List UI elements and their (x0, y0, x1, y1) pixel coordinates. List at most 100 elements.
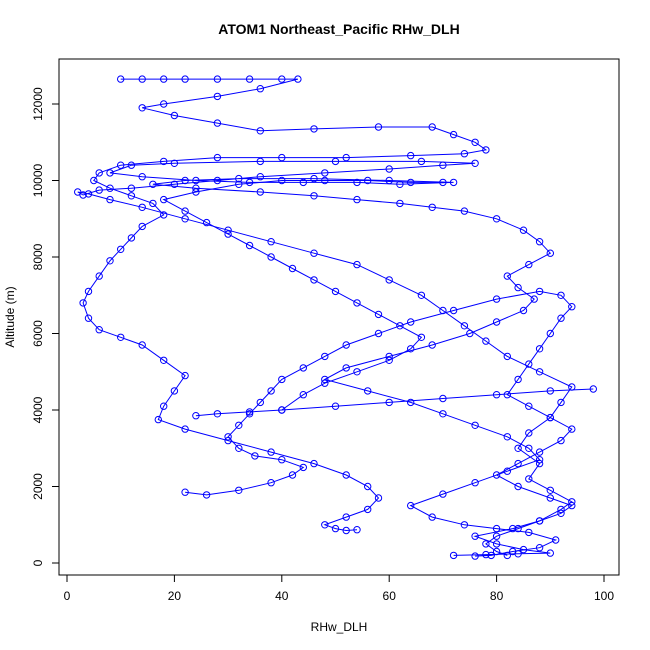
y-tick-label: 0 (31, 559, 45, 566)
data-point (127, 234, 136, 242)
data-point (84, 287, 93, 296)
data-point (342, 471, 350, 479)
data-point (514, 444, 522, 452)
data-point (385, 352, 393, 361)
data-point (294, 75, 302, 83)
data-point (117, 245, 125, 254)
data-point (310, 192, 318, 200)
data-point (321, 375, 329, 384)
data-point (138, 203, 146, 212)
data-point (417, 291, 426, 299)
data-point (353, 195, 361, 204)
data-point (353, 260, 361, 269)
data-point (385, 176, 393, 185)
data-point (530, 295, 538, 303)
data-point (170, 180, 179, 189)
data-point (407, 151, 415, 160)
data-point (439, 394, 447, 403)
data-point (503, 352, 511, 361)
data-point (170, 387, 179, 395)
data-point (557, 505, 565, 514)
x-tick-label: 20 (168, 589, 182, 603)
x-tick-label: 60 (383, 589, 397, 603)
data-point (396, 199, 404, 208)
data-point (235, 421, 243, 429)
data-point (466, 329, 474, 338)
data-point (138, 104, 146, 112)
data-point (525, 475, 533, 483)
data-point (385, 165, 393, 173)
data-point (460, 322, 469, 330)
data-point (385, 276, 393, 284)
data-point (213, 119, 222, 127)
data-point (299, 178, 307, 187)
data-point (138, 222, 146, 231)
data-point (160, 100, 168, 108)
data-point (492, 295, 501, 303)
data-point (482, 337, 490, 345)
data-point (546, 249, 554, 257)
data-point (407, 398, 415, 407)
data-point (535, 345, 544, 353)
data-point (213, 410, 222, 418)
data-point (127, 161, 136, 169)
data-point (492, 540, 501, 548)
data-point (460, 150, 469, 158)
x-axis: 0 20 40 60 80 100 (64, 574, 614, 603)
data-point (482, 146, 490, 154)
data-point (181, 488, 189, 496)
y-axis-label: Altitude (m) (3, 286, 17, 347)
data-point (449, 130, 458, 139)
data-point (546, 329, 554, 338)
data-point (514, 482, 522, 491)
data-point (342, 341, 350, 349)
data-point (568, 303, 576, 311)
data-point (492, 215, 501, 223)
data-point (267, 387, 275, 395)
series-line (185, 290, 573, 556)
data-point (95, 186, 103, 194)
y-axis: 0 2000 4000 6000 8000 10000 12000 (31, 87, 60, 566)
data-point (267, 253, 275, 261)
data-point (224, 433, 232, 441)
data-point (492, 318, 501, 326)
data-point (79, 299, 87, 307)
data-point (84, 190, 93, 198)
data-point (407, 178, 415, 187)
data-point (299, 463, 307, 472)
data-point (160, 402, 168, 410)
data-point (79, 191, 87, 199)
data-point (514, 524, 522, 533)
data-point (321, 352, 329, 361)
data-point (321, 176, 329, 185)
data-point (84, 314, 93, 322)
data-point (267, 479, 275, 487)
data-point (460, 521, 469, 529)
data-point (353, 178, 361, 187)
x-axis-label: RHw_DLH (311, 620, 368, 634)
data-point (321, 379, 329, 387)
data-point (299, 364, 307, 372)
data-point (439, 410, 447, 418)
data-point (460, 207, 469, 215)
data-point (407, 345, 415, 353)
y-tick-label: 12000 (31, 87, 45, 121)
data-point (288, 264, 297, 273)
data-point (95, 326, 103, 334)
data-point (503, 433, 511, 441)
data-point (514, 375, 522, 384)
data-point (492, 524, 501, 533)
data-point (170, 111, 179, 120)
data-point (138, 341, 146, 349)
data-point (535, 517, 544, 525)
data-point (364, 387, 372, 395)
data-point (310, 125, 318, 133)
series-line (77, 160, 573, 557)
series (74, 157, 576, 560)
data-point (117, 161, 125, 169)
data-point (106, 257, 114, 265)
data-point (127, 192, 136, 200)
data-point (154, 415, 163, 424)
data-point (535, 368, 544, 376)
